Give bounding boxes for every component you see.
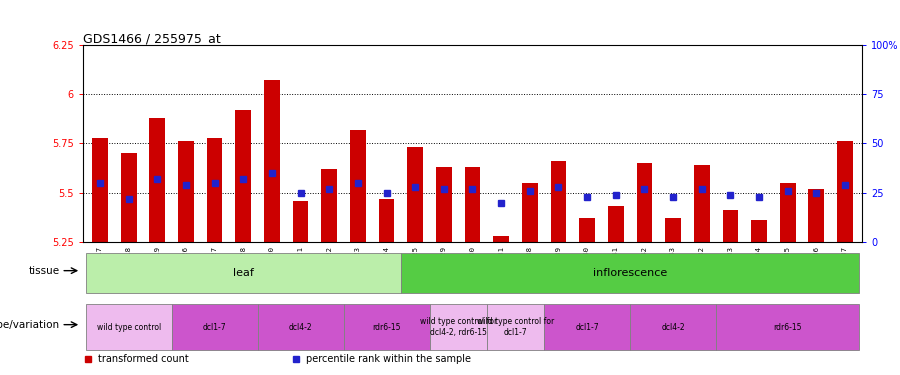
Text: GSM65921: GSM65921 bbox=[298, 246, 303, 281]
Bar bbox=[487, 304, 544, 351]
Bar bbox=[92, 138, 108, 242]
Bar bbox=[86, 253, 400, 292]
Bar bbox=[837, 141, 853, 242]
Text: GSM65943: GSM65943 bbox=[670, 246, 676, 281]
Text: GSM65922: GSM65922 bbox=[326, 246, 332, 281]
Bar bbox=[636, 163, 652, 242]
Bar bbox=[257, 304, 344, 351]
Text: GSM65936: GSM65936 bbox=[814, 246, 819, 281]
Bar bbox=[292, 201, 309, 242]
Text: GSM65939: GSM65939 bbox=[555, 246, 562, 281]
Bar bbox=[544, 304, 630, 351]
Text: GSM65932: GSM65932 bbox=[698, 246, 705, 281]
Text: rdr6-15: rdr6-15 bbox=[373, 322, 400, 332]
Text: inflorescence: inflorescence bbox=[593, 268, 667, 278]
Bar bbox=[400, 253, 860, 292]
Bar bbox=[408, 147, 423, 242]
Bar bbox=[379, 199, 394, 242]
Text: GSM65924: GSM65924 bbox=[383, 246, 390, 281]
Text: dcl4-2: dcl4-2 bbox=[662, 322, 685, 332]
Text: GSM65934: GSM65934 bbox=[756, 246, 762, 281]
Bar bbox=[779, 183, 796, 242]
Text: rdr6-15: rdr6-15 bbox=[773, 322, 802, 332]
Bar bbox=[436, 167, 452, 242]
Text: GDS1466 / 255975_at: GDS1466 / 255975_at bbox=[83, 32, 220, 45]
Bar bbox=[608, 207, 624, 242]
Bar bbox=[178, 141, 194, 242]
Bar bbox=[665, 218, 681, 242]
Bar bbox=[580, 218, 595, 242]
Text: transformed count: transformed count bbox=[98, 354, 188, 364]
Text: GSM65938: GSM65938 bbox=[526, 246, 533, 281]
Bar bbox=[344, 304, 429, 351]
Text: tissue: tissue bbox=[29, 266, 59, 276]
Text: leaf: leaf bbox=[233, 268, 254, 278]
Text: GSM65931: GSM65931 bbox=[499, 246, 504, 281]
Text: GSM65935: GSM65935 bbox=[785, 246, 791, 281]
Bar bbox=[551, 161, 566, 242]
Bar bbox=[522, 183, 537, 242]
Text: GSM65919: GSM65919 bbox=[154, 246, 160, 281]
Text: GSM65917: GSM65917 bbox=[97, 246, 103, 281]
Text: GSM65918: GSM65918 bbox=[126, 246, 131, 281]
Text: GSM65927: GSM65927 bbox=[212, 246, 218, 281]
Text: GSM65940: GSM65940 bbox=[584, 246, 590, 281]
Bar bbox=[752, 220, 767, 242]
Text: GSM65929: GSM65929 bbox=[441, 246, 446, 281]
Bar bbox=[321, 169, 338, 242]
Text: dcl1-7: dcl1-7 bbox=[575, 322, 598, 332]
Text: wild type control: wild type control bbox=[96, 322, 161, 332]
Text: GSM65925: GSM65925 bbox=[412, 246, 418, 281]
Bar bbox=[630, 304, 716, 351]
Bar bbox=[694, 165, 709, 242]
Text: genotype/variation: genotype/variation bbox=[0, 320, 59, 330]
Bar bbox=[429, 304, 487, 351]
Text: GSM65926: GSM65926 bbox=[183, 246, 189, 281]
Text: GSM65920: GSM65920 bbox=[269, 246, 274, 281]
Text: percentile rank within the sample: percentile rank within the sample bbox=[306, 354, 471, 364]
Bar bbox=[86, 304, 172, 351]
Bar bbox=[172, 304, 257, 351]
Text: dcl1-7: dcl1-7 bbox=[202, 322, 227, 332]
Bar bbox=[121, 153, 137, 242]
Text: GSM65941: GSM65941 bbox=[613, 246, 619, 281]
Bar bbox=[723, 210, 738, 242]
Text: GSM65937: GSM65937 bbox=[842, 246, 848, 281]
Bar bbox=[350, 130, 365, 242]
Bar bbox=[716, 304, 860, 351]
Text: GSM65942: GSM65942 bbox=[642, 246, 647, 281]
Bar bbox=[464, 167, 481, 242]
Text: dcl4-2: dcl4-2 bbox=[289, 322, 312, 332]
Text: GSM65930: GSM65930 bbox=[470, 246, 475, 281]
Bar bbox=[808, 189, 824, 242]
Bar bbox=[493, 236, 509, 242]
Text: wild type control for
dcl4-2, rdr6-15: wild type control for dcl4-2, rdr6-15 bbox=[419, 318, 497, 337]
Bar bbox=[207, 138, 222, 242]
Text: GSM65928: GSM65928 bbox=[240, 246, 247, 281]
Bar bbox=[264, 80, 280, 242]
Bar bbox=[236, 110, 251, 242]
Text: GSM65923: GSM65923 bbox=[355, 246, 361, 281]
Text: wild type control for
dcl1-7: wild type control for dcl1-7 bbox=[477, 318, 554, 337]
Bar bbox=[149, 118, 166, 242]
Text: GSM65933: GSM65933 bbox=[727, 246, 734, 281]
